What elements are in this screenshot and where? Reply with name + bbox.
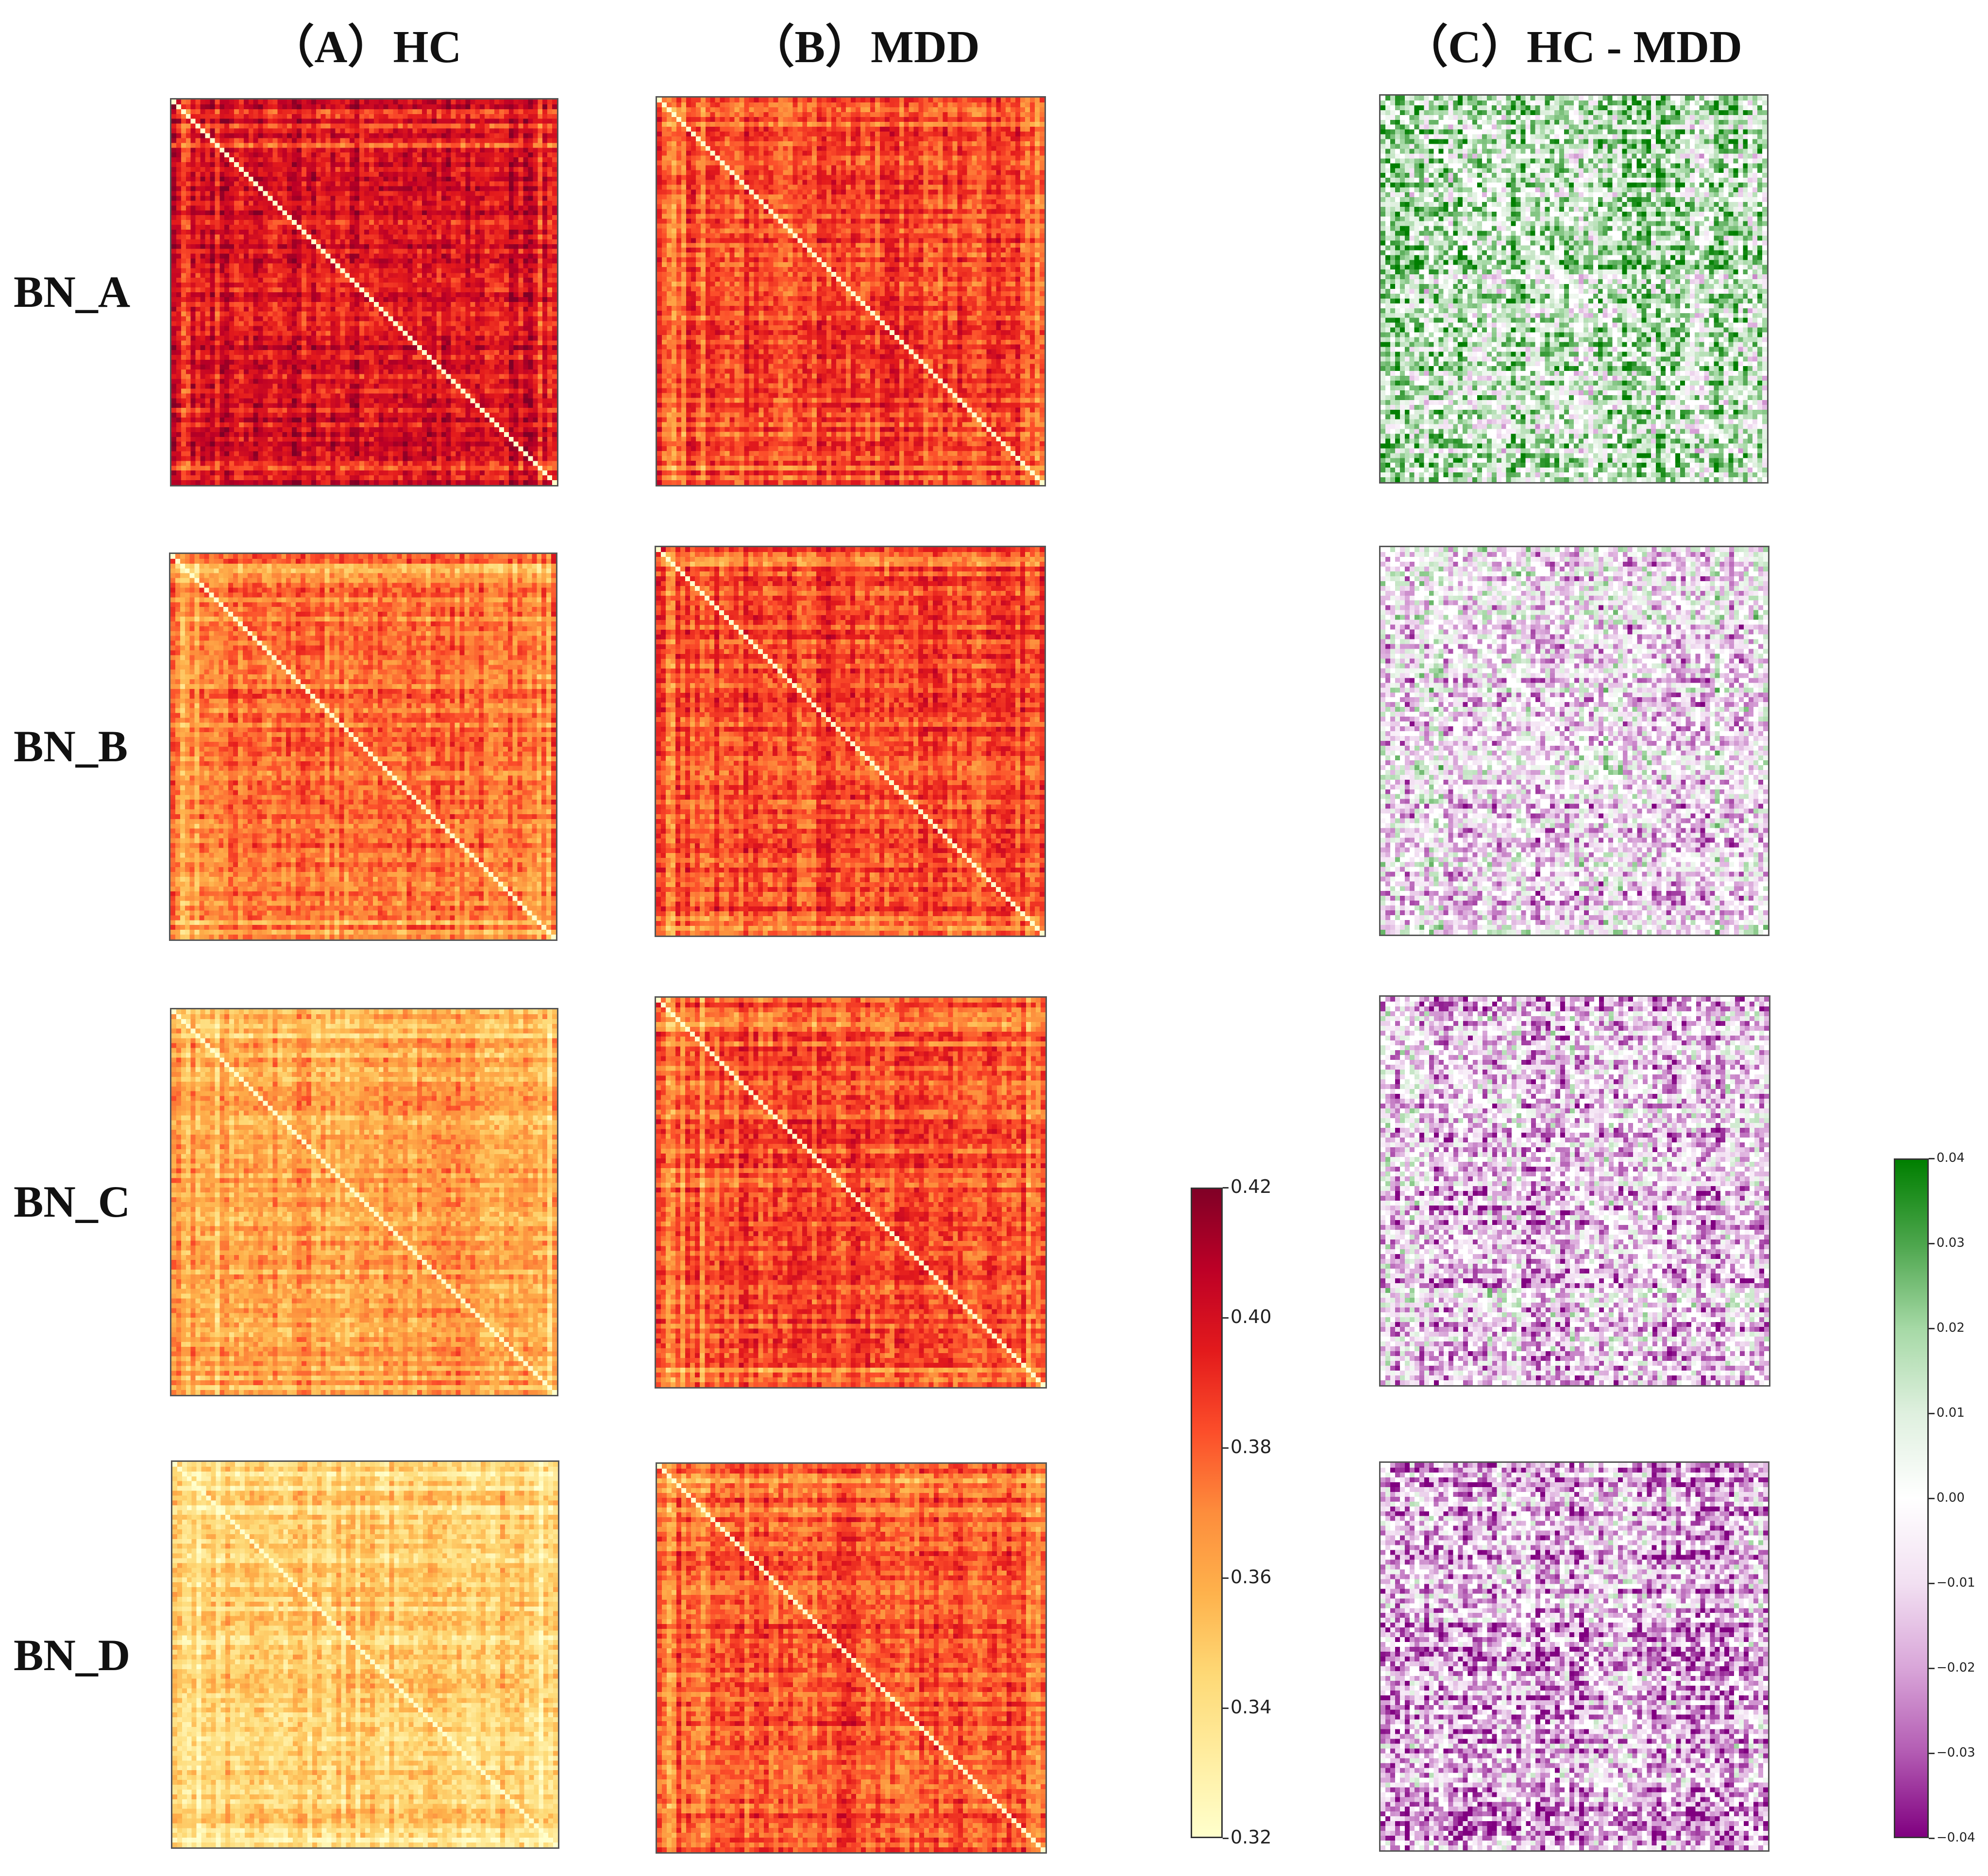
colorbar-ylorrd-tick-mark — [1223, 1317, 1229, 1319]
colorbar-prgn-tick-label: −0.01 — [1937, 1575, 1975, 1590]
heatmap-mdd-bn-c — [655, 996, 1047, 1389]
heatmap-diff-bn-a — [1379, 94, 1769, 484]
colorbar-ylorrd-tick-label: 0.42 — [1230, 1176, 1272, 1197]
colorbar-prgn-tick-mark — [1929, 1328, 1935, 1329]
colorbar-ylorrd-tick-mark — [1223, 1187, 1229, 1189]
colorbar-prgn-tick-mark — [1929, 1668, 1935, 1669]
colorbar-ylorrd-tick-mark — [1223, 1838, 1229, 1839]
row-label-bn-a: BN_A — [14, 266, 130, 318]
heatmap-mdd-bn-b — [655, 546, 1046, 937]
colorbar-prgn-tick-label: −0.02 — [1937, 1660, 1975, 1675]
heatmap-diff-bn-c — [1379, 995, 1770, 1387]
colorbar-prgn-tick-label: 0.02 — [1937, 1321, 1965, 1335]
row-label-bn-d: BN_D — [14, 1629, 130, 1681]
colorbar-ylorrd-tick-label: 0.38 — [1230, 1436, 1272, 1457]
colorbar-prgn-tick-mark — [1929, 1243, 1935, 1244]
heatmap-mdd-bn-d — [656, 1462, 1047, 1854]
heatmap-mdd-bn-a — [656, 96, 1046, 486]
column-title-mdd: （B）MDD — [749, 10, 979, 76]
colorbar-prgn-tick-mark — [1929, 1583, 1935, 1584]
colorbar-ylorrd-tick-mark — [1223, 1447, 1229, 1449]
colorbar-prgn-tick-mark — [1929, 1158, 1935, 1159]
colorbar-prgn-tick-mark — [1929, 1838, 1935, 1839]
colorbar-prgn-tick-label: 0.03 — [1937, 1236, 1965, 1250]
colorbar-ylorrd-tick-label: 0.32 — [1230, 1826, 1272, 1848]
heatmap-hc-bn-a — [170, 98, 558, 486]
row-label-bn-c: BN_C — [14, 1176, 130, 1227]
heatmap-hc-bn-c — [170, 1008, 558, 1396]
column-title-diff: （C）HC - MDD — [1402, 10, 1742, 76]
colorbar-ylorrd-tick-label: 0.34 — [1230, 1696, 1272, 1718]
heatmap-hc-bn-b — [169, 553, 557, 941]
colorbar-ylorrd — [1191, 1188, 1223, 1838]
colorbar-prgn-tick-label: 0.00 — [1937, 1491, 1965, 1505]
colorbar-prgn-tick-label: 0.04 — [1937, 1151, 1965, 1165]
colorbar-ylorrd-tick-label: 0.40 — [1230, 1306, 1272, 1327]
colorbar-ylorrd-tick-mark — [1223, 1708, 1229, 1709]
heatmap-diff-bn-b — [1379, 546, 1769, 936]
colorbar-prgn-tick-label: −0.03 — [1937, 1745, 1975, 1760]
colorbar-ylorrd-tick-mark — [1223, 1577, 1229, 1579]
colorbar-prgn-tick-mark — [1929, 1753, 1935, 1754]
colorbar-prgn-tick-mark — [1929, 1413, 1935, 1414]
colorbar-prgn-tick-label: −0.04 — [1937, 1830, 1975, 1845]
heatmap-hc-bn-d — [171, 1460, 559, 1849]
colorbar-prgn-tick-mark — [1929, 1498, 1935, 1499]
colorbar-prgn-tick-label: 0.01 — [1937, 1406, 1965, 1420]
colorbar-ylorrd-tick-label: 0.36 — [1230, 1566, 1272, 1588]
colorbar-prgn — [1894, 1158, 1929, 1838]
row-label-bn-b: BN_B — [14, 720, 128, 772]
heatmap-diff-bn-d — [1379, 1461, 1769, 1852]
column-title-hc: （A）HC — [269, 10, 462, 76]
